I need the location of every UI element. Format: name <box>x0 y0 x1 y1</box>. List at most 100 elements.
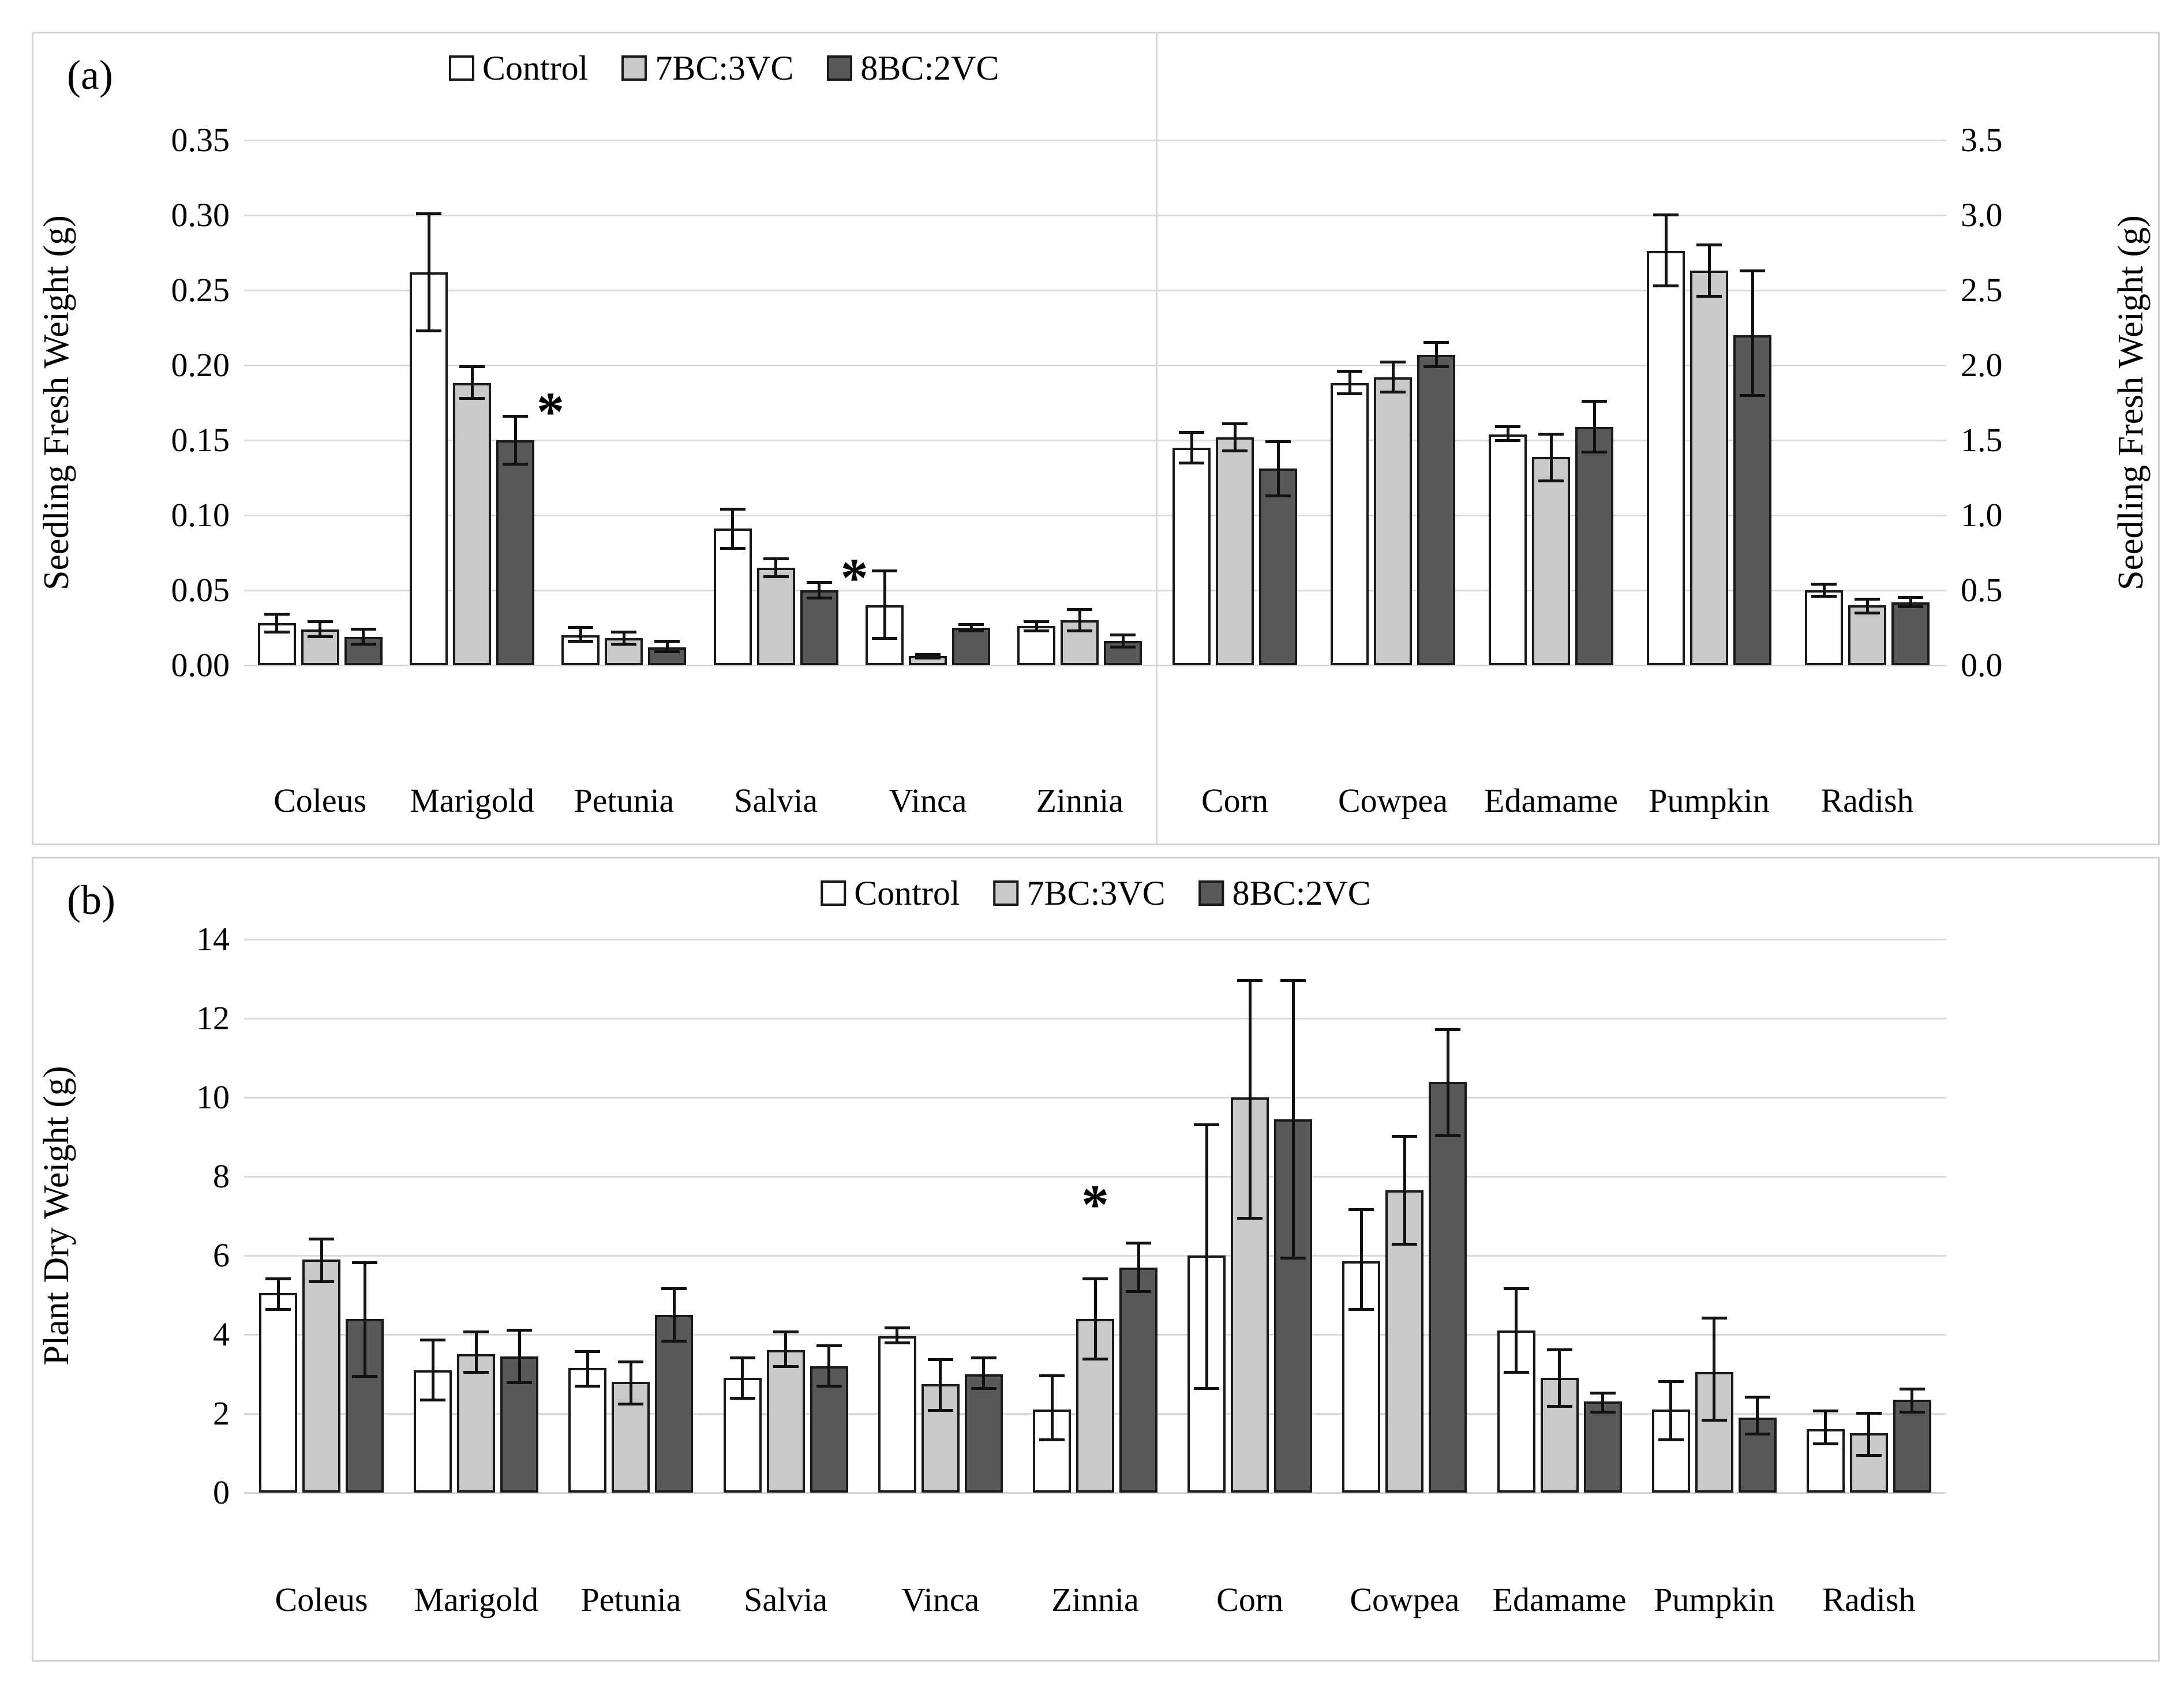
gridline <box>244 515 1946 516</box>
panel-a-right-axis-title: Seedling Fresh Weight (g) <box>2111 215 2151 590</box>
gridline <box>244 1176 1946 1178</box>
bar-pumpkin-control <box>1647 251 1685 665</box>
error-bar <box>1348 369 1351 395</box>
bar-coleus-8bc-2vc <box>346 1318 384 1493</box>
bar-salvia-control <box>713 528 752 665</box>
error-bar <box>1593 399 1596 454</box>
gridline <box>244 140 1946 141</box>
bar-zinnia-control <box>1017 626 1056 665</box>
error-bar <box>1549 433 1553 482</box>
error-bar <box>1515 1287 1518 1374</box>
error-bar <box>363 1261 366 1378</box>
error-bar <box>827 1344 831 1388</box>
panel-b-label: (b) <box>67 877 115 923</box>
error-bar <box>586 1350 589 1388</box>
error-bar <box>1434 341 1438 369</box>
error-bar <box>1601 1392 1605 1414</box>
y-tick-label: 0 <box>213 1474 230 1511</box>
bar-salvia-8bc-2vc <box>800 590 838 665</box>
bar-salvia-7bc-3vc <box>756 568 795 665</box>
gridline <box>244 215 1946 216</box>
bar-radish-control <box>1805 590 1843 665</box>
error-bar <box>741 1356 744 1400</box>
y-tick-label: 0.20 <box>171 346 230 384</box>
bar-corn-8bc-2vc <box>1259 468 1297 665</box>
error-bar <box>1403 1135 1406 1246</box>
bar-edamame-8bc-2vc <box>1575 426 1613 665</box>
bar-edamame-7bc-3vc <box>1532 456 1570 665</box>
error-bar <box>1359 1208 1363 1311</box>
error-bar <box>926 653 930 659</box>
gridline <box>244 1255 1946 1257</box>
error-bar <box>1078 608 1081 632</box>
gridline <box>244 939 1946 940</box>
error-bar <box>1233 422 1237 452</box>
gridline <box>244 665 1946 666</box>
error-bar <box>672 1287 676 1343</box>
y-tick-label: 1.0 <box>1961 496 2003 534</box>
legend-swatch <box>821 880 846 906</box>
error-bar <box>1822 583 1826 598</box>
gridline <box>244 1018 1946 1019</box>
error-bar <box>518 1328 521 1384</box>
y-tick-label: 2 <box>213 1395 230 1432</box>
error-bar <box>470 365 474 400</box>
panel-a: (a) Control 7BC:3VC 8BC:2VC Seedling Fresh… <box>32 32 2160 845</box>
bar-vinca-8bc-2vc <box>964 1374 1003 1493</box>
error-bar <box>1205 1123 1208 1390</box>
y-tick-label: 8 <box>213 1157 230 1195</box>
error-bar <box>1506 425 1509 442</box>
error-bar <box>1756 1396 1759 1435</box>
panel-a-label: (a) <box>67 52 113 98</box>
x-category-label: Zinnia <box>1036 782 1124 819</box>
error-bar <box>1291 979 1295 1260</box>
x-category-label: Salvia <box>744 1581 828 1618</box>
bar-marigold-7bc-3vc <box>457 1354 496 1493</box>
bar-marigold-7bc-3vc <box>453 383 491 665</box>
legend-label: 8BC:2VC <box>1232 874 1371 912</box>
y-tick-label: 14 <box>196 920 230 958</box>
x-category-label: Edamame <box>1484 782 1618 819</box>
panel-b-plot: * <box>244 939 1946 1494</box>
legend-item-control: Control <box>449 51 588 85</box>
error-bar <box>514 414 517 466</box>
error-bar <box>362 628 365 646</box>
bar-radish-7bc-3vc <box>1848 605 1886 665</box>
x-category-label: Coleus <box>274 782 367 819</box>
x-category-label: Pumpkin <box>1649 782 1770 819</box>
error-bar <box>1248 979 1252 1220</box>
error-bar <box>1121 634 1125 649</box>
bar-zinnia-8bc-2vc <box>1119 1267 1157 1493</box>
error-bar <box>1707 243 1711 298</box>
gridline <box>244 1492 1946 1494</box>
bar-edamame-8bc-2vc <box>1583 1401 1622 1493</box>
error-bar <box>1669 1380 1673 1441</box>
significance-asterisk: * <box>537 380 564 443</box>
x-category-label: Coleus <box>275 1581 368 1618</box>
bar-marigold-8bc-2vc <box>496 440 534 665</box>
bar-petunia-control <box>568 1368 607 1493</box>
error-bar <box>474 1330 478 1374</box>
legend-item-7bc-3vc: 7BC:3VC <box>621 51 793 85</box>
bar-pumpkin-7bc-3vc <box>1690 271 1728 665</box>
y-tick-label: 0.00 <box>171 646 230 684</box>
legend-item-8bc-2vc: 8BC:2VC <box>827 51 999 85</box>
y-tick-label: 6 <box>213 1236 230 1274</box>
error-bar <box>784 1330 788 1369</box>
y-tick-label: 0.5 <box>1961 571 2003 609</box>
y-tick-label: 2.5 <box>1961 271 2003 309</box>
x-category-label: Vinca <box>901 1581 980 1618</box>
x-category-label: Corn <box>1201 782 1268 819</box>
x-category-label: Radish <box>1822 1581 1916 1618</box>
legend-label: 7BC:3VC <box>655 49 794 87</box>
error-bar <box>1276 440 1280 497</box>
legend-swatch <box>1198 880 1224 906</box>
x-category-label: Zinnia <box>1051 1581 1139 1618</box>
panel-b-legend: Control 7BC:3VC 8BC:2VC <box>821 874 1371 912</box>
gridline <box>244 440 1946 441</box>
error-bar <box>665 639 669 654</box>
panel-b: (b) Control 7BC:3VC 8BC:2VC Plant Dry Weig… <box>32 857 2160 1662</box>
y-tick-label: 4 <box>213 1315 230 1353</box>
y-tick-label: 0.10 <box>171 496 230 534</box>
